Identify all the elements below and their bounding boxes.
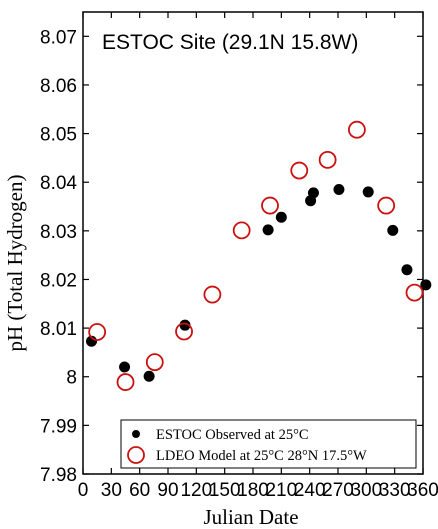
y-tick-label: 8.01 (40, 319, 77, 340)
model-point (290, 161, 309, 180)
x-tick-label: 360 (407, 480, 438, 501)
model-point (405, 283, 424, 302)
observed-point (420, 279, 432, 291)
data-points (86, 120, 432, 391)
x-tick-label: 60 (129, 480, 150, 501)
y-axis-title: pH (Total Hydrogen) (3, 175, 27, 352)
model-point (145, 353, 164, 372)
y-tick-label: 8.07 (40, 27, 77, 48)
y-tick-label: 8.02 (40, 270, 77, 291)
observed-point (86, 335, 97, 347)
legend-marker-model (127, 446, 145, 464)
x-tick-label: 150 (209, 480, 241, 501)
legend-label-model: LDEO Model at 25°C 28°N 17.5°W (156, 448, 367, 464)
x-tick-label: 330 (379, 480, 411, 501)
legend-marker-observed (132, 430, 140, 438)
y-tick-label: 8.03 (40, 222, 77, 243)
observed-point (275, 211, 287, 223)
legend: ESTOC Observed at 25°C LDEO Model at 25°… (120, 419, 417, 469)
model-point (232, 221, 251, 240)
model-point (377, 196, 396, 215)
observed-point (333, 184, 345, 196)
observed-point (362, 186, 374, 198)
x-tick-label: 240 (294, 480, 326, 501)
y-tick-label: 7.98 (40, 465, 77, 486)
observed-point (401, 264, 413, 276)
x-tick-label: 180 (237, 480, 269, 501)
legend-label-observed: ESTOC Observed at 25°C (156, 427, 309, 443)
y-tick-label: 8 (66, 368, 77, 389)
x-tick-label: 300 (350, 480, 382, 501)
model-point (261, 196, 279, 215)
y-tick-label: 8.04 (40, 173, 77, 194)
observed-point (143, 370, 155, 382)
y-tick-label: 8.05 (40, 125, 77, 146)
observed-point (119, 361, 131, 373)
observed-point (262, 224, 274, 236)
x-axis-title: Julian Date (203, 505, 298, 529)
observed-point (387, 224, 399, 236)
plot-frame (82, 11, 424, 475)
observed-point (179, 319, 191, 331)
chart-title: ESTOC Site (29.1N 15.8W) (102, 31, 358, 54)
model-point (318, 150, 337, 169)
y-tick-label: 7.99 (40, 416, 77, 437)
x-tick-label: 270 (322, 480, 354, 501)
model-point (203, 285, 222, 304)
x-tick-label: 30 (101, 480, 122, 501)
model-point (88, 323, 107, 341)
model-point (175, 322, 193, 341)
x-tick-label: 120 (180, 480, 212, 501)
x-tick-label: 90 (157, 480, 178, 501)
x-tick-label: 210 (265, 480, 297, 501)
model-point (347, 120, 366, 139)
y-tick-label: 8.06 (40, 76, 77, 97)
legend-box (120, 419, 417, 469)
model-point (116, 373, 135, 391)
x-tick-label: 0 (78, 480, 89, 501)
observed-point (307, 187, 319, 199)
